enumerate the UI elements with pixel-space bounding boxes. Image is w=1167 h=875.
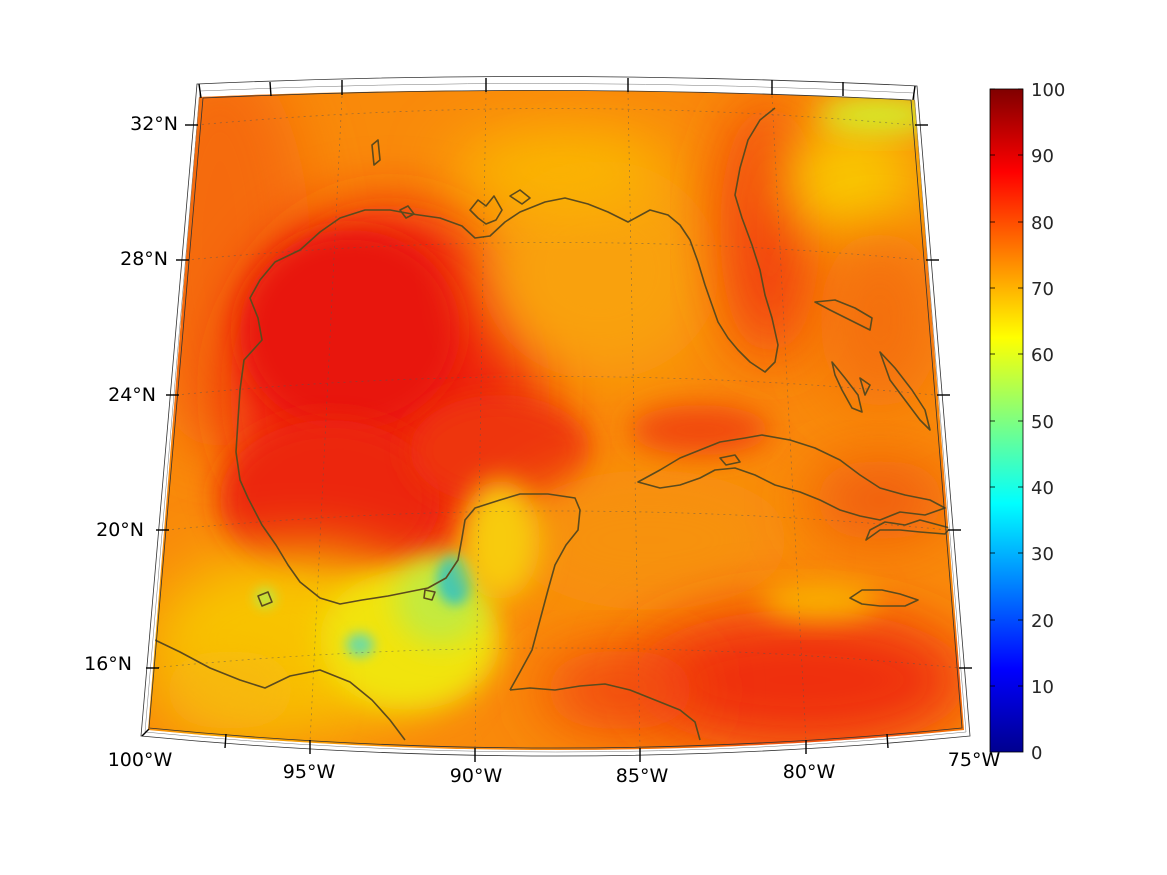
colorbar-ticks [990, 88, 1023, 687]
colorbar-label-0: 0 [1031, 743, 1042, 764]
map-data-field [148, 90, 964, 750]
map-frame [140, 76, 971, 757]
lat-label-16n: 16°N [84, 653, 132, 675]
colorbar-label-50: 50 [1031, 412, 1054, 433]
latitude-labels: 32°N 28°N 24°N 20°N 16°N [84, 113, 178, 675]
colorbar-label-100: 100 [1031, 80, 1065, 101]
colorbar-label-60: 60 [1031, 345, 1054, 366]
lat-label-20n: 20°N [96, 519, 144, 541]
lat-label-28n: 28°N [120, 248, 168, 270]
colorbar-label-80: 80 [1031, 213, 1054, 234]
lon-label-80w: 80°W [783, 761, 836, 783]
frame-ticks [141, 78, 972, 762]
graticule [151, 91, 961, 750]
coastlines [154, 107, 951, 741]
lon-label-85w: 85°W [616, 765, 669, 787]
lat-label-32n: 32°N [130, 113, 178, 135]
lon-label-100w: 100°W [108, 749, 173, 771]
longitude-labels: 100°W 95°W 90°W 85°W 80°W 75°W [108, 749, 1001, 787]
colorbar-label-30: 30 [1031, 544, 1054, 565]
colorbar-label-90: 90 [1031, 146, 1054, 167]
colorbar-label-10: 10 [1031, 677, 1054, 698]
lon-label-95w: 95°W [283, 761, 336, 783]
lon-label-75w: 75°W [948, 749, 1001, 771]
lon-label-90w: 90°W [450, 765, 503, 787]
colorbar: 100 90 80 70 60 50 40 30 20 10 0 [989, 80, 1065, 764]
colorbar-label-70: 70 [1031, 279, 1054, 300]
colorbar-gradient [989, 88, 1024, 753]
colorbar-label-20: 20 [1031, 611, 1054, 632]
colorbar-label-40: 40 [1031, 478, 1054, 499]
lat-label-24n: 24°N [108, 384, 156, 406]
